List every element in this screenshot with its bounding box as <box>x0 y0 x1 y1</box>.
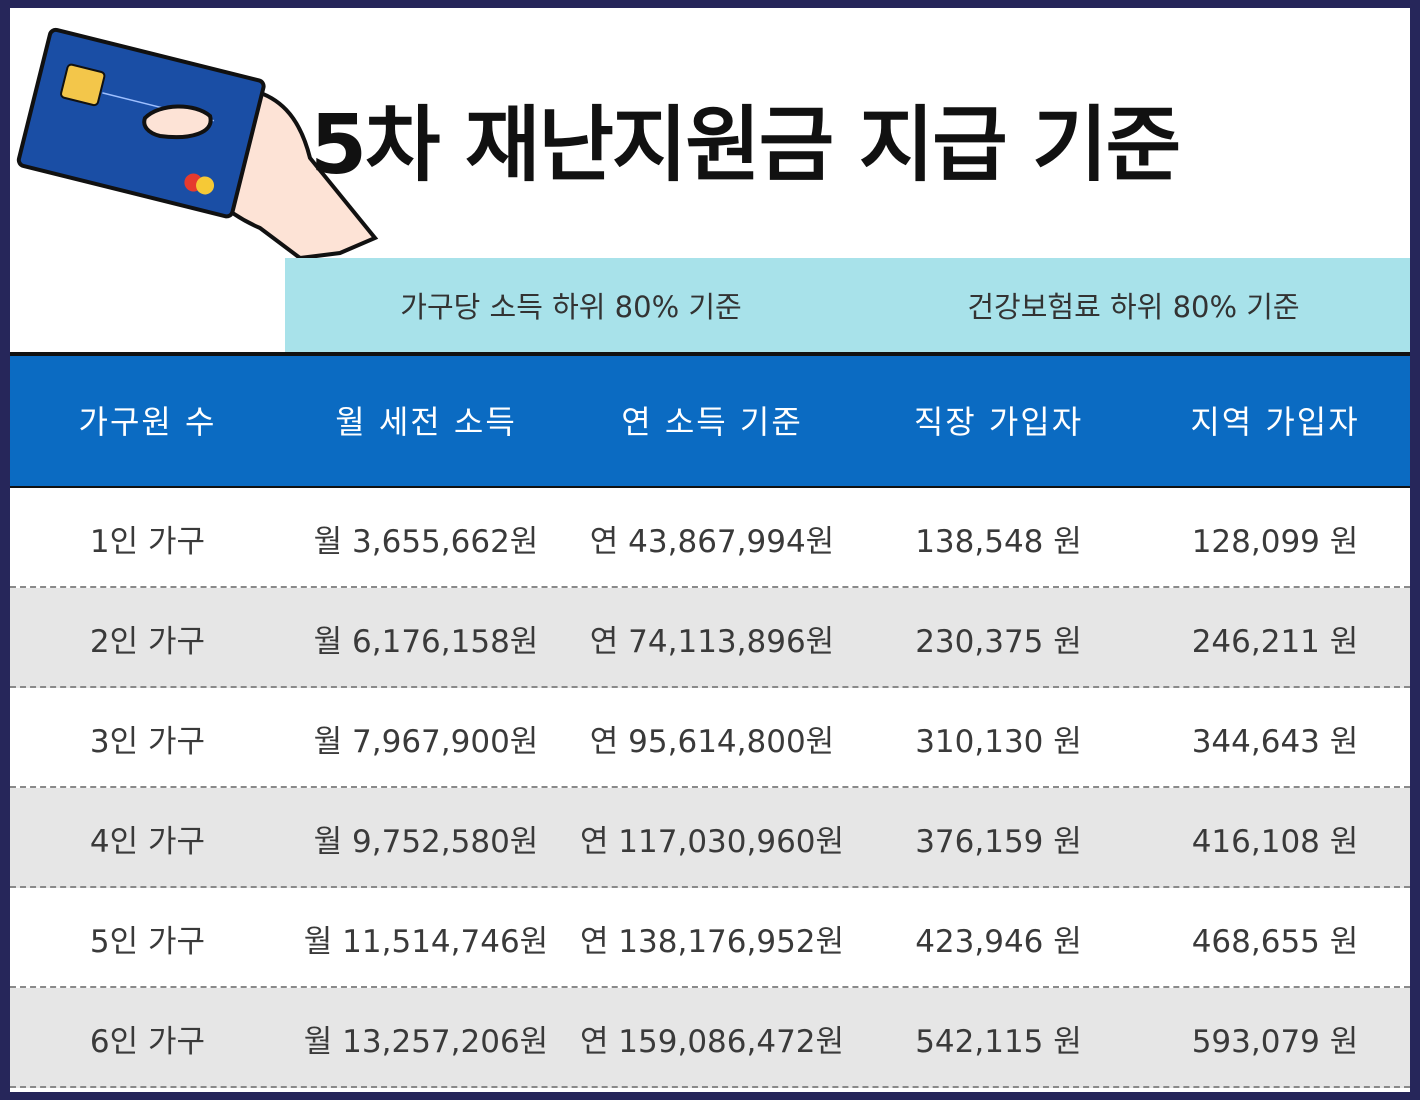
table-cell: 138,548 원 <box>915 523 1082 560</box>
group-header: 건강보험료 하위 80% 기준 <box>967 290 1300 324</box>
thumb <box>142 104 213 140</box>
table-cell: 3인 가구 <box>89 723 206 760</box>
table-cell: 월 13,257,206원 <box>303 1023 549 1060</box>
group-header: 가구당 소득 하위 80% 기준 <box>400 290 742 324</box>
table-cell: 128,099 원 <box>1191 523 1359 560</box>
table-cell: 468,655 원 <box>1191 923 1359 960</box>
table-row <box>10 888 1410 988</box>
table-cell: 1인 가구 <box>89 523 206 560</box>
table-cell: 4인 가구 <box>89 823 206 860</box>
table-cell: 월 7,967,900원 <box>313 723 539 760</box>
table-cell: 월 3,655,662원 <box>313 523 539 560</box>
table-cell: 연 159,086,472원 <box>579 1023 845 1060</box>
table-row <box>10 788 1410 888</box>
card-illustration <box>16 27 379 261</box>
column-header: 월 세전 소득 <box>335 403 517 441</box>
frame: 5차 재난지원금 지급 기준 가구당 소득 하위 80% 기준 건강보험료 하위 … <box>10 8 1410 1092</box>
table-cell: 423,946 원 <box>915 923 1082 960</box>
table-cell: 6인 가구 <box>89 1023 206 1060</box>
table-row <box>10 988 1410 1088</box>
card <box>16 27 266 219</box>
table-cell: 연 74,113,896원 <box>589 623 835 660</box>
table-cell: 월 11,514,746원 <box>303 923 549 960</box>
table-cell: 593,079 원 <box>1191 1023 1359 1060</box>
table-cell: 310,130 원 <box>915 723 1082 760</box>
table-cell: 230,375 원 <box>915 623 1082 660</box>
table-cell: 246,211 원 <box>1191 623 1359 660</box>
table-cell: 월 9,752,580원 <box>313 823 539 860</box>
column-header: 가구원 수 <box>78 403 217 441</box>
table-cell: 376,159 원 <box>915 823 1082 860</box>
table-cell: 연 117,030,960원 <box>579 823 845 860</box>
table-row <box>10 688 1410 788</box>
column-header: 직장 가입자 <box>913 403 1084 441</box>
table-cell: 연 43,867,994원 <box>589 523 835 560</box>
table-row <box>10 488 1410 588</box>
table-cell: 542,115 원 <box>915 1023 1082 1060</box>
column-header: 연 소득 기준 <box>621 403 803 441</box>
group-header-band <box>285 258 1410 352</box>
header-row <box>10 352 1410 489</box>
column-header: 지역 가입자 <box>1190 403 1360 441</box>
table-cell: 월 6,176,158원 <box>313 623 539 660</box>
table-row <box>10 588 1410 688</box>
table-cell: 2인 가구 <box>89 623 206 660</box>
table-cell: 416,108 원 <box>1191 823 1359 860</box>
table-cell: 344,643 원 <box>1191 723 1359 760</box>
title: 5차 재난지원금 지급 기준 <box>310 98 1181 193</box>
table-cell: 연 95,614,800원 <box>589 723 835 760</box>
table-cell: 연 138,176,952원 <box>579 923 845 960</box>
table-cell: 5인 가구 <box>89 923 206 960</box>
